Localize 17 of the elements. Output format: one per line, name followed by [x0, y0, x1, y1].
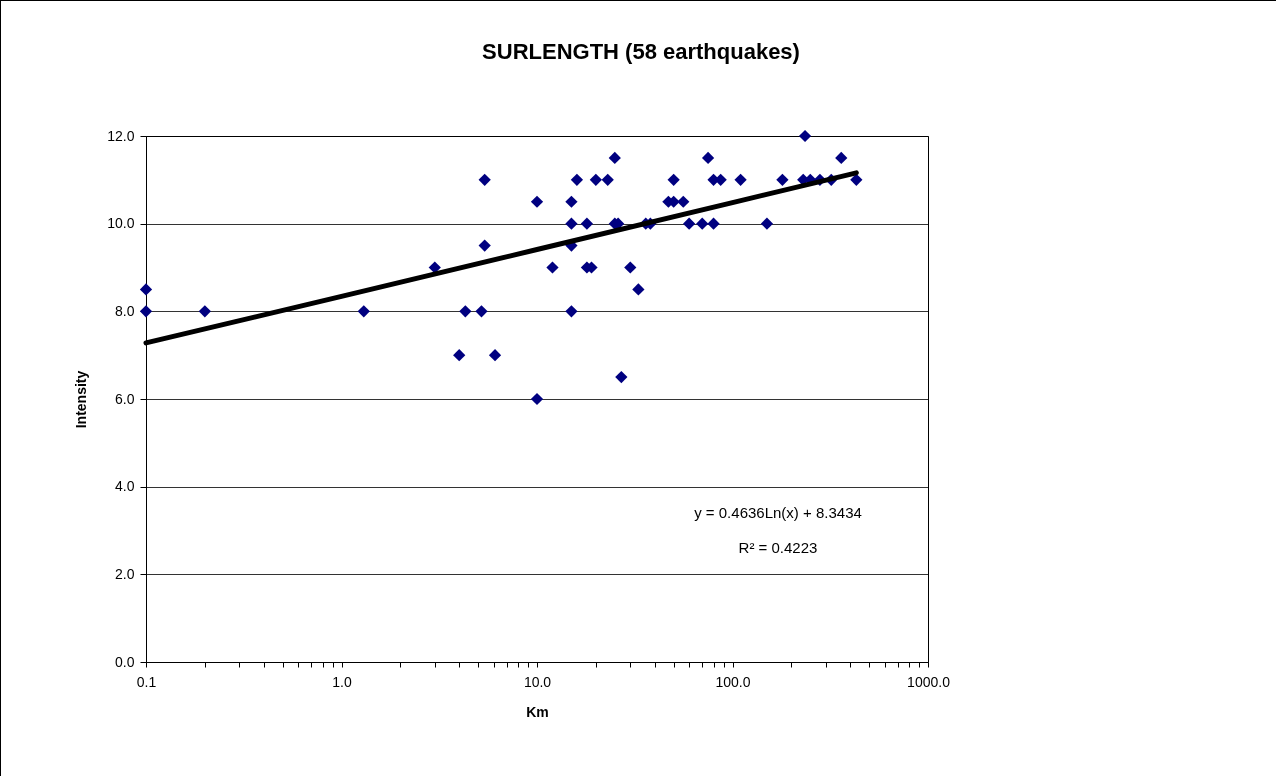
x-tick-label: 1.0 — [332, 673, 352, 690]
annotation: y = 0.4636Ln(x) + 8.3434 — [694, 504, 862, 521]
y-tick-label: 10.0 — [107, 215, 135, 232]
y-tick-label: 12.0 — [107, 127, 135, 144]
annotation: R² = 0.4223 — [738, 539, 818, 556]
chart-title: SURLENGTH (58 earthquakes) — [482, 39, 800, 64]
x-axis-title: Km — [526, 703, 549, 720]
x-tick-label: 100.0 — [715, 673, 751, 690]
y-tick-label: 4.0 — [115, 478, 135, 495]
y-tick-label: 2.0 — [115, 565, 135, 582]
y-tick-label: 6.0 — [115, 390, 135, 407]
x-tick-label: 10.0 — [523, 673, 552, 690]
x-tick-label: 1000.0 — [907, 673, 951, 690]
y-axis-title: Intensity — [73, 370, 90, 429]
x-tick-label: 0.1 — [136, 673, 157, 690]
y-tick-label: 0.0 — [115, 653, 135, 670]
y-tick-label: 8.0 — [115, 302, 135, 319]
